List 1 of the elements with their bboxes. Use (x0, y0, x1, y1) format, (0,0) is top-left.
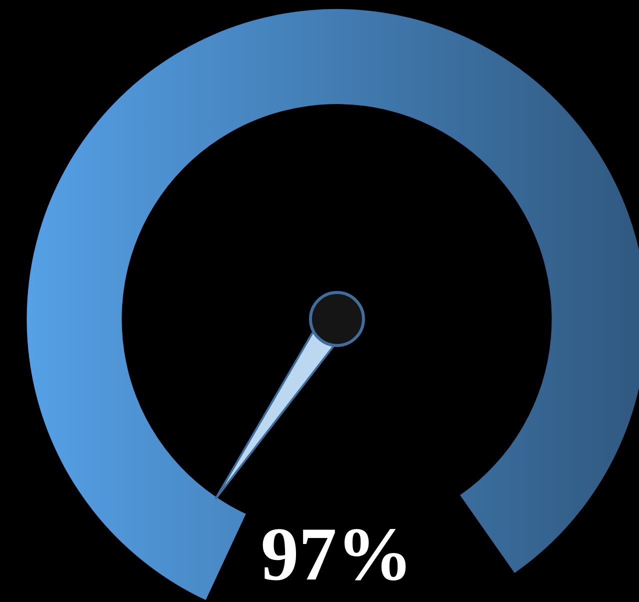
data-label: 97% (260, 512, 413, 597)
